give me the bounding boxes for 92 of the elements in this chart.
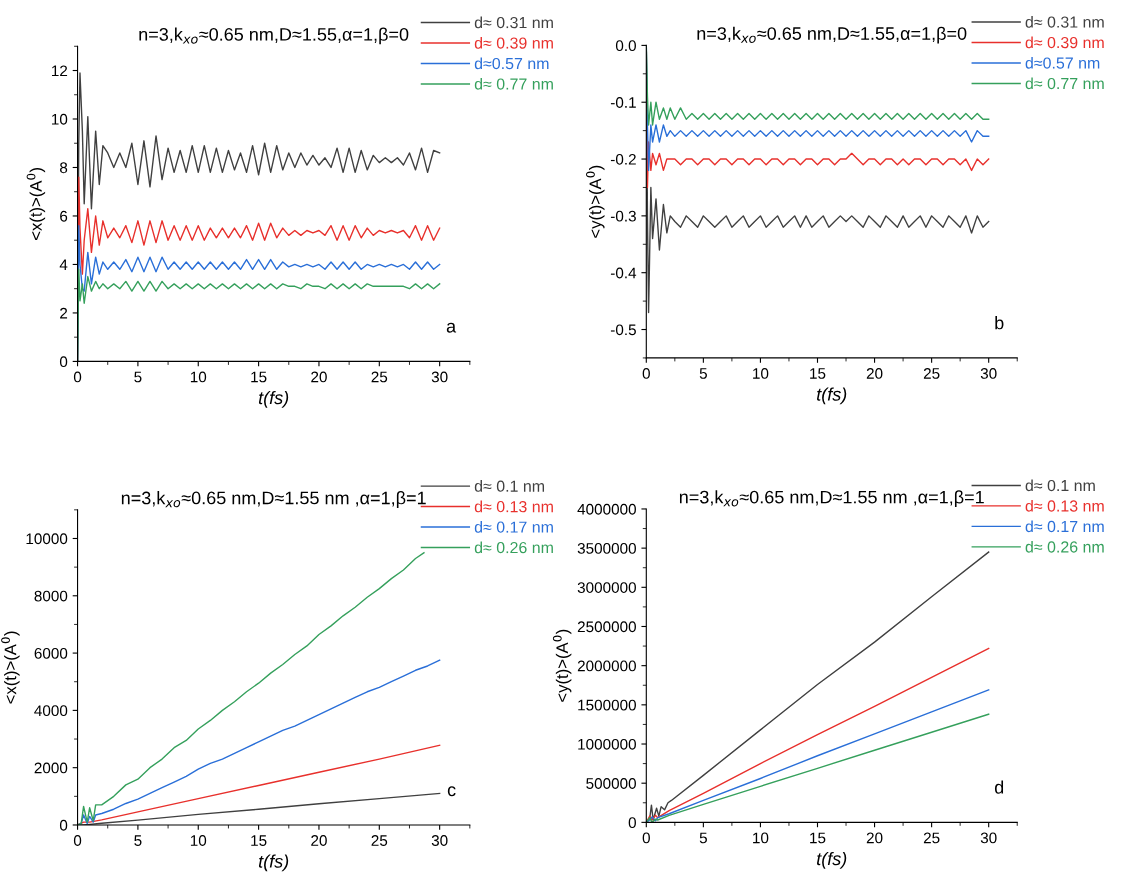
- x-tick-label: 10: [190, 835, 207, 846]
- x-tick-label: 15: [810, 368, 826, 379]
- legend-label: d≈ 0.26 nm: [1025, 540, 1104, 553]
- y-tick-label: 4000000: [577, 503, 636, 515]
- y-tick-label: 1500000: [578, 699, 636, 711]
- x-tick-label: 10: [190, 371, 207, 383]
- y-tick-label: 2000: [34, 762, 68, 774]
- x-tick-label: 25: [923, 368, 940, 379]
- line-series: [646, 689, 990, 823]
- x-tick-label: 20: [866, 832, 883, 844]
- x-tick-label: 15: [810, 832, 826, 844]
- x-tick-label: 15: [251, 371, 267, 383]
- y-tick-label: -0.4: [610, 267, 637, 279]
- y-axis-title: <x(t)>(A$^{0}$): [1, 631, 20, 704]
- x-tick-label: 0: [642, 832, 650, 844]
- legend-label: d≈ 0.13 nm: [1025, 499, 1104, 512]
- y-tick-label: 4: [59, 259, 68, 270]
- y-tick-label: 8: [60, 162, 68, 174]
- x-axis-title: t(fs): [258, 390, 289, 408]
- x-axis-title: t(fs): [258, 854, 289, 872]
- x-tick-label: 25: [371, 835, 388, 846]
- legend-label: d≈ 0.31 nm: [474, 16, 553, 29]
- y-tick-label: -0.5: [610, 324, 636, 336]
- x-tick-label: 0: [73, 835, 82, 846]
- y-axis-title: <y(t)>(A$^{0}$): [552, 629, 572, 702]
- legend-label: d≈ 0.31 nm: [1025, 16, 1104, 28]
- x-tick-label: 0: [642, 368, 650, 379]
- x-tick-label: 30: [980, 368, 997, 379]
- y-tick-label: 12: [52, 65, 68, 77]
- x-axis-title: t(fs): [817, 387, 847, 405]
- legend-label: d≈ 0.13 nm: [474, 500, 553, 513]
- x-tick-label: 30: [431, 371, 448, 383]
- line-series: [646, 647, 990, 823]
- x-tick-label: 5: [134, 371, 142, 383]
- legend-label: d≈0.57 nm: [474, 57, 549, 70]
- chart-title: n=3,k$_{xo}$≈0.65 nm,D≈1.55 nm ,α=1,β=1: [121, 491, 426, 508]
- x-tick-label: 30: [980, 832, 997, 844]
- y-tick-label: 2: [60, 307, 68, 319]
- chart-title: n=3,k$_{xo}$≈0.65 nm,D≈1.55,α=1,β=0: [697, 26, 967, 44]
- y-tick-label: -0.2: [610, 153, 636, 165]
- chart-title: n=3,k$_{xo}$≈0.65 nm,D≈1.55 nm ,α=1,β=1: [679, 490, 984, 508]
- x-tick-label: 10: [753, 832, 769, 844]
- legend-label: d≈ 0.17 nm: [474, 521, 553, 533]
- line-series: [646, 713, 990, 823]
- legend-label: d≈ 0.26 nm: [474, 541, 553, 554]
- y-tick-label: 0: [59, 819, 68, 831]
- legend-label: d≈ 0.77 nm: [474, 77, 553, 90]
- y-tick-label: 0.0: [615, 40, 636, 52]
- x-tick-label: 5: [699, 368, 707, 379]
- x-tick-label: 5: [134, 835, 142, 846]
- line-series: [77, 552, 425, 825]
- y-axis-title: <y(t)>(A$^{0}$): [586, 165, 605, 238]
- annotation: b: [995, 316, 1004, 330]
- annotation: d: [994, 780, 1004, 794]
- x-axis-title: t(fs): [817, 851, 847, 869]
- x-tick-label: 20: [311, 835, 327, 846]
- y-tick-label: 1000000: [578, 738, 636, 750]
- legend-label: d≈ 0.39 nm: [474, 37, 553, 49]
- y-tick-label: 6000: [34, 647, 68, 659]
- x-tick-label: 30: [431, 835, 448, 846]
- x-tick-label: 20: [311, 371, 327, 383]
- y-tick-label: 2000000: [577, 660, 636, 672]
- y-tick-label: 10000: [26, 533, 68, 545]
- legend-label: d≈ 0.17 nm: [1025, 520, 1104, 533]
- y-tick-label: 4000: [34, 705, 68, 717]
- legend-label: d≈ 0.1 nm: [1025, 479, 1095, 492]
- y-tick-label: -0.3: [610, 210, 636, 222]
- y-tick-label: 8000: [34, 590, 68, 602]
- x-tick-label: 0: [73, 371, 82, 383]
- annotation: a: [446, 322, 457, 333]
- y-tick-label: 2500000: [577, 621, 636, 633]
- chart-title: n=3,k$_{xo}$≈0.65 nm,D≈1.55,α=1,β=0: [139, 27, 409, 45]
- x-tick-label: 5: [699, 832, 707, 844]
- x-tick-label: 25: [923, 832, 940, 844]
- x-tick-label: 10: [753, 368, 769, 379]
- legend-label: d≈ 0.39 nm: [1025, 36, 1104, 49]
- y-tick-label: -0.1: [610, 97, 636, 108]
- y-tick-label: 0: [59, 356, 68, 368]
- y-tick-label: 0: [628, 817, 636, 829]
- y-tick-label: 3000000: [577, 582, 636, 593]
- y-tick-label: 10: [52, 113, 68, 125]
- x-tick-label: 25: [371, 371, 388, 383]
- legend-label: d≈0.57 nm: [1025, 56, 1100, 69]
- y-tick-label: 6: [60, 210, 68, 222]
- y-tick-label: 3500000: [577, 543, 636, 554]
- annotation: c: [447, 786, 456, 797]
- legend-label: d≈ 0.77 nm: [1025, 77, 1104, 90]
- x-tick-label: 15: [251, 835, 267, 846]
- y-axis-title: <x(t)>(A$^{0}$): [26, 168, 46, 240]
- x-tick-label: 20: [866, 368, 883, 379]
- y-tick-label: 500000: [586, 778, 636, 789]
- legend-label: d≈ 0.1 nm: [474, 480, 545, 492]
